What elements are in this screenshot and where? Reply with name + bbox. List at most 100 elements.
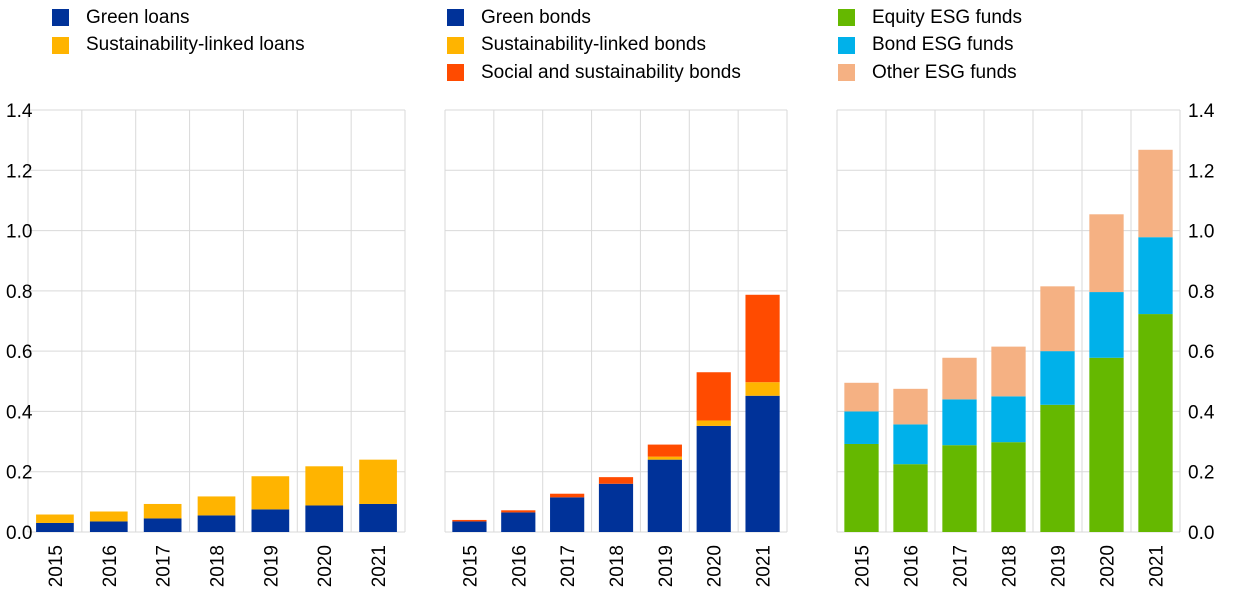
legend-swatch [52, 36, 69, 54]
legend-item: Equity ESG funds [838, 4, 1022, 32]
bar-2-2020-series-1 [1089, 292, 1124, 358]
bar-1-2017-series-0 [550, 497, 585, 532]
bar-0-2015-series-0 [36, 522, 74, 532]
x-tick-label: 2016 [509, 545, 530, 587]
bar-2-2021-series-0 [1138, 314, 1173, 532]
bar-1-2015-series-2 [452, 519, 487, 522]
bar-1-2016-series-0 [501, 512, 536, 532]
x-tick-label: 2020 [705, 545, 726, 587]
y-tick-label: 0.6 [1188, 342, 1214, 363]
x-tick-label: 2017 [154, 545, 175, 587]
bar-2-2015-series-2 [844, 382, 879, 412]
legend-label: Equity ESG funds [872, 6, 1022, 28]
bar-2-2019-series-2 [1040, 286, 1075, 352]
legend-swatch [447, 36, 464, 54]
x-tick-label: 2018 [607, 545, 628, 587]
x-tick-label: 2017 [558, 545, 579, 587]
legend-item: Green loans [52, 4, 305, 32]
x-tick-label: 2019 [261, 545, 282, 587]
x-tick-label: 2017 [951, 545, 972, 587]
legend-swatch [52, 9, 69, 27]
x-tick-label: 2021 [1147, 545, 1168, 587]
bar-1-2015-series-0 [452, 521, 487, 532]
bar-2-2018-series-0 [991, 442, 1026, 532]
legend-label: Sustainability-linked bonds [481, 34, 706, 56]
bar-0-2019-series-1 [251, 476, 290, 510]
legend-bonds: Green bonds Sustainability-linked bonds So… [447, 4, 741, 87]
legend-item: Sustainability-linked loans [52, 32, 305, 60]
bar-1-2017-series-2 [550, 493, 585, 498]
y-tick-label: 0.2 [1188, 463, 1214, 484]
legend-item: Green bonds [447, 4, 741, 32]
x-tick-label: 2021 [754, 545, 775, 587]
y-tick-label: 0.8 [1188, 282, 1214, 303]
x-tick-label: 2020 [1098, 545, 1119, 587]
bar-1-2018-series-2 [598, 477, 634, 484]
bar-0-2021-series-1 [359, 459, 397, 504]
y-tick-label: 0.4 [1188, 402, 1215, 423]
y-tick-label: 0.6 [6, 342, 32, 363]
bar-0-2017-series-1 [143, 503, 182, 519]
legend-label: Green bonds [481, 6, 591, 28]
bar-1-2019-series-1 [647, 456, 682, 460]
bar-2-2020-series-0 [1089, 357, 1124, 532]
bar-2-2017-series-1 [942, 399, 977, 446]
bar-2-2019-series-1 [1040, 351, 1075, 405]
bar-2-2016-series-2 [893, 388, 928, 425]
legend-item: Other ESG funds [838, 59, 1022, 87]
y-tick-label: 0.2 [6, 463, 32, 484]
legend-swatch [838, 36, 855, 54]
y-tick-label: 1.4 [1188, 101, 1215, 122]
bar-1-2021-series-1 [745, 382, 780, 396]
y-tick-label: 0.4 [6, 402, 33, 423]
bar-2-2016-series-0 [893, 464, 928, 532]
legend-swatch [838, 9, 855, 27]
legend-funds: Equity ESG funds Bond ESG funds Other ESG … [838, 4, 1022, 87]
x-tick-label: 2016 [100, 545, 121, 587]
legend-label: Social and sustainability bonds [481, 61, 741, 83]
bar-1-2020-series-1 [696, 420, 731, 426]
legend-label: Green loans [86, 6, 190, 28]
bar-1-2020-series-0 [696, 425, 731, 532]
legend-item: Social and sustainability bonds [447, 59, 741, 87]
x-tick-label: 2020 [315, 545, 336, 587]
bar-2-2021-series-1 [1138, 237, 1173, 315]
legend-loans: Green loans Sustainability-linked loans [52, 4, 305, 59]
bar-0-2020-series-0 [305, 505, 344, 532]
x-tick-label: 2015 [46, 545, 67, 587]
legend-swatch [838, 64, 855, 82]
bar-1-2020-series-2 [696, 372, 731, 421]
bar-2-2017-series-0 [942, 445, 977, 532]
y-tick-label: 0.8 [6, 282, 32, 303]
bar-0-2016-series-0 [89, 521, 128, 532]
y-tick-label: 1.0 [6, 222, 32, 243]
legend-item: Sustainability-linked bonds [447, 32, 741, 60]
x-tick-label: 2019 [656, 545, 677, 587]
bar-1-2016-series-2 [501, 510, 536, 513]
bar-0-2019-series-0 [251, 509, 290, 532]
bar-1-2019-series-2 [647, 444, 682, 457]
bar-0-2018-series-1 [197, 496, 236, 516]
bar-2-2021-series-2 [1138, 149, 1173, 238]
legend-swatch [447, 64, 464, 82]
bar-2-2015-series-0 [844, 443, 879, 532]
x-tick-label: 2021 [369, 545, 390, 587]
x-tick-label: 2018 [1000, 545, 1021, 587]
y-tick-label: 1.4 [6, 101, 33, 122]
bar-1-2019-series-0 [647, 459, 682, 532]
y-tick-label: 0.0 [6, 523, 32, 544]
legend-swatch [447, 9, 464, 27]
y-tick-label: 0.0 [1188, 523, 1214, 544]
bar-1-2021-series-0 [745, 395, 780, 532]
bar-2-2020-series-2 [1089, 214, 1124, 293]
x-tick-label: 2015 [853, 545, 874, 587]
bar-0-2021-series-0 [359, 503, 397, 532]
x-tick-label: 2018 [208, 545, 229, 587]
bar-2-2019-series-0 [1040, 404, 1075, 532]
bar-2-2018-series-1 [991, 396, 1026, 443]
bar-1-2021-series-2 [745, 294, 780, 383]
bar-2-2018-series-2 [991, 346, 1026, 397]
legend-item: Bond ESG funds [838, 32, 1022, 60]
bar-0-2016-series-1 [89, 511, 128, 522]
y-tick-label: 1.2 [1188, 161, 1214, 182]
